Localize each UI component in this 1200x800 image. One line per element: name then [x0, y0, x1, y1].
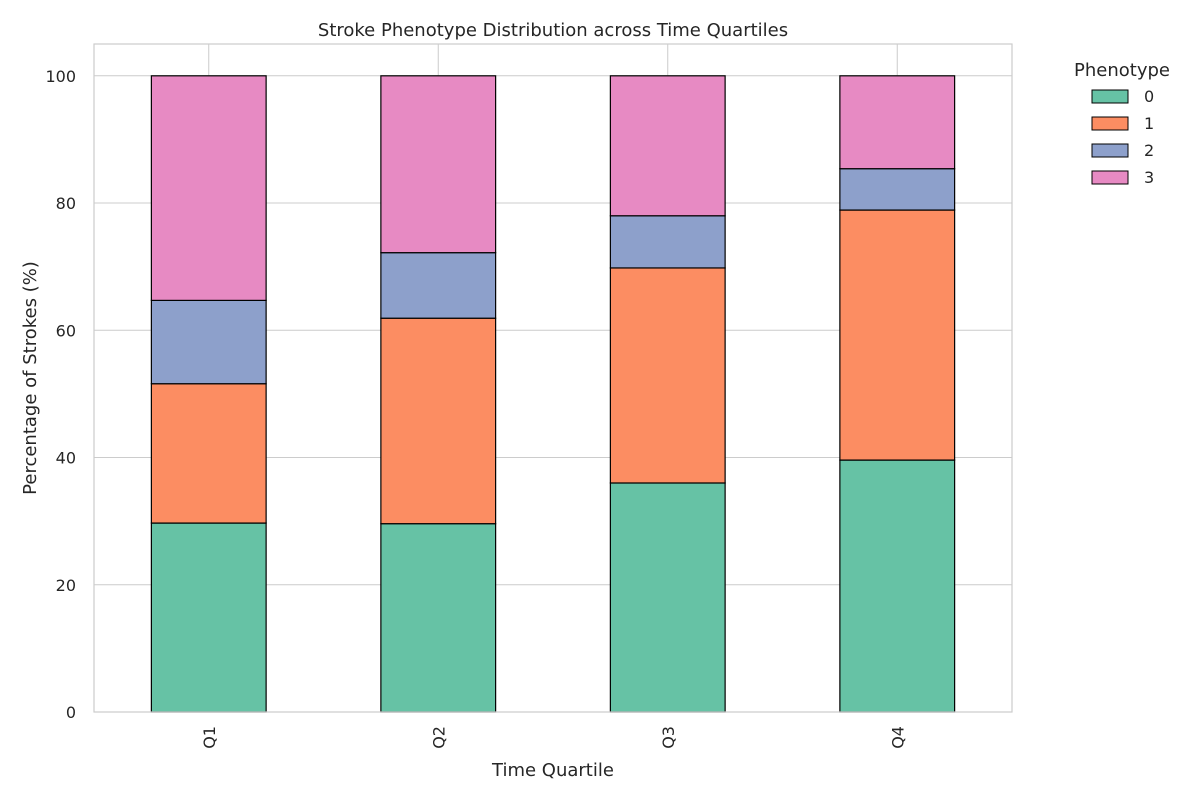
legend-swatch: [1091, 116, 1129, 131]
legend-swatch: [1091, 170, 1129, 185]
y-axis-ticks: 0 20 40 60 80 100: [45, 67, 76, 722]
bar-q3-phenotype-0: [609, 482, 726, 713]
y-axis-label: Percentage of Strokes (%): [20, 261, 41, 495]
legend-label: 1: [1144, 114, 1154, 133]
legend-label: 3: [1144, 168, 1154, 187]
legend-swatch: [1091, 89, 1129, 104]
y-tick-label: 100: [45, 67, 76, 86]
legend-title: Phenotype: [1074, 60, 1170, 81]
bar-q2-phenotype-2: [380, 252, 497, 319]
bar-q3-phenotype-2: [609, 215, 726, 269]
bar-q4-phenotype-1: [839, 209, 956, 461]
y-tick-label: 0: [66, 703, 76, 722]
y-tick-label: 20: [56, 576, 76, 595]
bar-q2-phenotype-1: [380, 317, 497, 525]
y-tick-label: 40: [56, 449, 76, 468]
bar-q1-phenotype-3: [150, 75, 267, 301]
bar-q1-phenotype-2: [150, 299, 267, 385]
bar-q4-phenotype-0: [839, 459, 956, 713]
legend-swatch: [1091, 143, 1129, 158]
legend-items: 0 1 2 3: [1091, 87, 1154, 187]
x-tick-label: Q1: [200, 726, 219, 749]
bar-q2-phenotype-0: [380, 523, 497, 713]
plot-frame: [93, 43, 1013, 713]
x-axis-ticks: Q1 Q2 Q3 Q4: [200, 726, 908, 749]
x-axis-label: Time Quartile: [491, 760, 614, 781]
x-tick-label: Q4: [888, 726, 907, 749]
bar-q2-phenotype-3: [380, 75, 497, 254]
legend-item: 2: [1091, 141, 1154, 160]
y-tick-label: 60: [56, 321, 76, 340]
y-tick-label: 80: [56, 194, 76, 213]
legend: Phenotype 0 1 2 3: [1074, 60, 1170, 187]
legend-item: 1: [1091, 114, 1154, 133]
chart-title: Stroke Phenotype Distribution across Tim…: [318, 20, 788, 41]
bar-q3-phenotype-1: [609, 267, 726, 484]
bars: [150, 75, 956, 713]
x-tick-label: Q2: [429, 726, 448, 749]
legend-item: 0: [1091, 87, 1154, 106]
bar-q4-phenotype-3: [839, 75, 956, 170]
legend-label: 2: [1144, 141, 1154, 160]
legend-label: 0: [1144, 87, 1154, 106]
bar-q1-phenotype-0: [150, 522, 267, 713]
bar-q1-phenotype-1: [150, 383, 267, 524]
bar-q3-phenotype-3: [609, 75, 726, 217]
x-tick-label: Q3: [659, 726, 678, 749]
legend-item: 3: [1091, 168, 1154, 187]
bar-q4-phenotype-2: [839, 168, 956, 211]
